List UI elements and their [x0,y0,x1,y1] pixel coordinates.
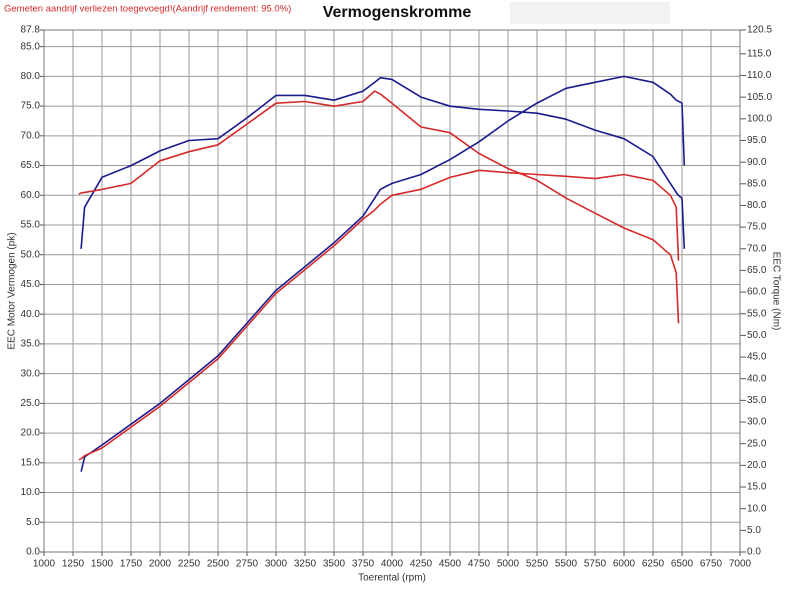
y2-axis-label: EEC Torque (Nm) [770,252,781,331]
y2-tick-label: 25.0 [747,438,767,449]
x-tick-label: 4250 [410,559,433,570]
y2-tick-label: 30.0 [747,417,767,428]
y2-tick-label: 75.0 [747,222,767,233]
x-tick-label: 2500 [207,559,230,570]
x-tick-label: 5250 [526,559,549,570]
y-tick-label: 40.0 [21,309,41,320]
x-tick-label: 6750 [700,559,723,570]
y2-tick-label: 65.0 [747,265,767,276]
y-tick-label: 50.0 [21,249,41,260]
y2-tick-label: 70.0 [747,243,767,254]
y-tick-label: 30.0 [21,368,41,379]
y2-tick-label: 120.5 [747,25,772,36]
curve [80,76,686,249]
y-tick-label: 60.0 [21,190,41,201]
y2-tick-label: 90.0 [747,157,767,168]
y2-tick-label: 80.0 [747,200,767,211]
y2-tick-label: 60.0 [747,287,767,298]
y-tick-label: 85.0 [21,41,41,52]
x-tick-label: 3250 [294,559,317,570]
x-tick-label: 3500 [323,559,346,570]
x-tick-label: 1500 [91,559,114,570]
x-tick-label: 5500 [555,559,578,570]
y2-tick-label: 10.0 [747,503,767,514]
x-tick-label: 2250 [178,559,201,570]
x-tick-label: 6500 [671,559,694,570]
x-tick-label: 4500 [439,559,462,570]
x-tick-label: 1250 [62,559,85,570]
y2-tick-label: 105.0 [747,92,772,103]
y-tick-label: 0.0 [26,547,40,558]
y-tick-label: 35.0 [21,339,41,350]
y-tick-label: 20.0 [21,428,41,439]
y2-tick-label: 110.0 [747,70,772,81]
y2-tick-label: 55.0 [747,308,767,319]
y-tick-label: 87.8 [21,25,41,36]
y-tick-label: 25.0 [21,398,41,409]
y-tick-label: 10.0 [21,487,41,498]
y2-tick-label: 5.0 [747,525,761,536]
y-tick-label: 80.0 [21,71,41,82]
y2-tick-label: 45.0 [747,352,767,363]
y-tick-label: 75.0 [21,101,41,112]
y2-tick-label: 100.0 [747,113,772,124]
y2-tick-label: 20.0 [747,460,767,471]
y2-tick-label: 15.0 [747,482,767,493]
x-tick-label: 2750 [236,559,259,570]
curve [78,169,680,461]
y2-tick-label: 115.0 [747,48,772,59]
y2-tick-label: 35.0 [747,395,767,406]
y-tick-label: 15.0 [21,457,41,468]
plot-frame [43,29,741,553]
x-tick-label: 1750 [120,559,143,570]
y2-tick-label: 85.0 [747,178,767,189]
x-tick-label: 5000 [497,559,520,570]
x-tick-label: 6000 [613,559,636,570]
header-box [510,2,670,24]
y-tick-label: 5.0 [26,517,40,528]
y2-tick-label: 40.0 [747,373,767,384]
x-tick-label: 3750 [352,559,375,570]
x-tick-label: 4750 [468,559,491,570]
y2-tick-label: 95.0 [747,135,767,146]
x-tick-label: 1000 [33,559,56,570]
x-tick-label: 6250 [642,559,665,570]
y-tick-label: 70.0 [21,130,41,141]
y-tick-label: 45.0 [21,279,41,290]
curve [80,75,686,472]
y-tick-label: 55.0 [21,220,41,231]
x-axis-label: Toerental (rpm) [358,573,426,584]
x-tick-label: 7000 [729,559,752,570]
note: Gemeten aandrijf verliezen toegevoegd!(A… [4,4,291,15]
x-tick-label: 4000 [381,559,404,570]
y2-tick-label: 0.0 [747,547,761,558]
x-tick-label: 2000 [149,559,172,570]
y2-tick-label: 50.0 [747,330,767,341]
y-axis-label: EEC Motor Vermogen (pk) [7,232,18,349]
chart-title: Vermogenskromme [323,4,472,21]
x-tick-label: 5750 [584,559,607,570]
y-tick-label: 65.0 [21,160,41,171]
curve [78,90,680,324]
x-tick-label: 3000 [265,559,288,570]
